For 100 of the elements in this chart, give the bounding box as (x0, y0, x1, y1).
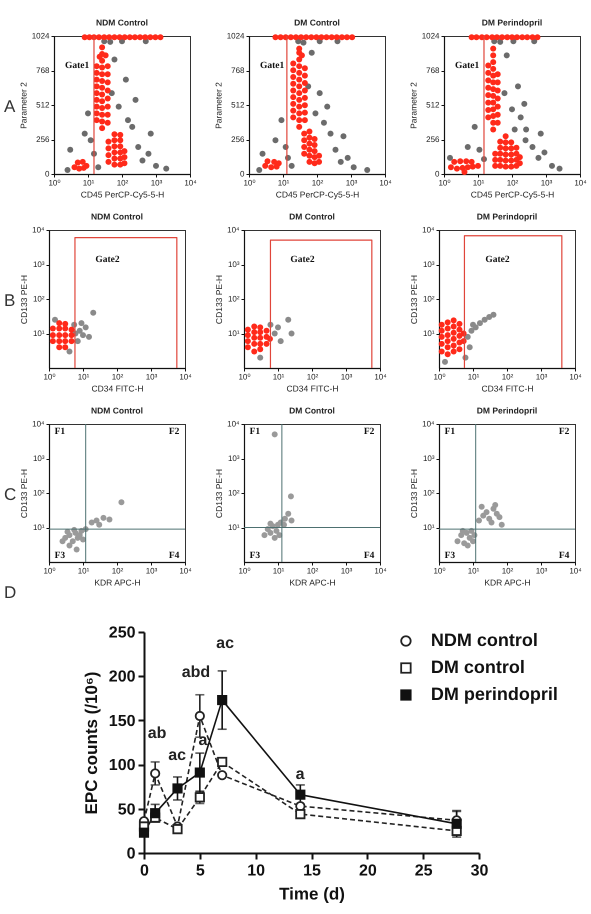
y-tick-label: 256 (426, 135, 440, 144)
annotation: Gate2 (95, 254, 120, 265)
x-axis-title: Time (d) (279, 884, 345, 904)
y-tick-label: 512 (231, 100, 246, 110)
annotation: ac (216, 635, 234, 652)
point (194, 710, 205, 722)
x-tick-label: 10⁴ (179, 566, 192, 576)
y-tick-label: 100 (108, 757, 136, 774)
y-axis-title: CD133 PE-H (409, 468, 420, 518)
y-tick-label: 10² (228, 488, 240, 498)
annotation: F1 (444, 426, 456, 437)
x-tick-label: 10⁴ (574, 178, 588, 188)
y-tick-label: 10⁴ (422, 420, 436, 428)
x-tick-label: 10³ (536, 566, 548, 576)
chart-title: DM Perindopril (476, 212, 538, 222)
y-tick-label: 10⁴ (227, 420, 240, 428)
y-tick-label: 10³ (228, 260, 240, 269)
x-tick-label: 10⁴ (569, 566, 582, 576)
x-tick-label: 10⁴ (569, 372, 582, 382)
y-tick-label: 50 (118, 801, 136, 818)
chart-title: DM Control (289, 212, 335, 222)
y-tick-label: 256 (36, 135, 50, 144)
x-tick-label: 10¹ (278, 178, 290, 188)
x-tick-label: 10⁰ (43, 372, 56, 382)
y-tick-label: 10¹ (422, 329, 435, 338)
y-tick-label: 0 (45, 170, 50, 178)
annotation: Gate1 (64, 60, 90, 71)
x-tick-label: 10² (502, 566, 514, 576)
x-tick-label: 10³ (536, 372, 548, 382)
annotation: Gate1 (454, 60, 480, 71)
annotation: abd (182, 664, 210, 681)
y-tick-label: 10¹ (422, 523, 435, 532)
x-axis-title: KDR APC-H (94, 578, 141, 588)
x-tick-label: 10² (502, 372, 514, 382)
annotation: Gate2 (485, 254, 510, 265)
text: B (4, 291, 16, 310)
y-tick-label: 0 (240, 170, 246, 178)
x-tick-label: 10¹ (468, 372, 480, 382)
y-tick-label: 10³ (32, 454, 45, 463)
x-tick-label: 10³ (540, 178, 553, 188)
chart-title: DM Perindopril (482, 18, 542, 28)
point (295, 809, 306, 820)
x-tick-label: 10³ (340, 566, 353, 576)
y-tick-label: 10⁴ (32, 226, 46, 234)
legend-label: DM control (430, 657, 525, 677)
y-axis-title: Parameter 2 (18, 82, 29, 129)
point (172, 824, 183, 834)
x-tick-label: 10¹ (472, 178, 485, 188)
point (452, 818, 462, 829)
x-tick-label: 5 (196, 862, 205, 880)
x-axis-title: CD45 PerCP-Cy5-5-H (276, 190, 360, 200)
x-tick-label: 10² (312, 178, 324, 188)
y-axis-title: CD133 PE-H (409, 274, 420, 324)
y-tick-label: 10² (32, 488, 45, 498)
y-tick-label: 10² (422, 488, 435, 498)
annotation: ab (148, 724, 167, 742)
y-tick-label: 10¹ (228, 329, 240, 338)
y-tick-label: 10¹ (32, 523, 45, 532)
chart-title: DM Perindopril (476, 406, 538, 416)
point (217, 694, 228, 706)
x-axis-title: KDR APC-H (289, 578, 336, 588)
x-tick-label: 10¹ (78, 566, 90, 576)
x-tick-label: 10¹ (82, 178, 95, 188)
x-tick-label: 10² (506, 178, 519, 188)
annotation: F4 (558, 551, 570, 562)
x-axis-title: CD45 PerCP-Cy5-5-H (470, 190, 554, 200)
x-tick-label: 10² (306, 566, 319, 576)
y-axis-title: Parameter 2 (408, 82, 419, 129)
y-tick-label: 150 (108, 712, 136, 730)
y-tick-label: 768 (231, 66, 246, 75)
y-tick-label: 512 (36, 100, 50, 110)
y-tick-label: 10³ (422, 454, 435, 463)
y-tick-label: 10² (422, 294, 435, 304)
x-tick-label: 10¹ (78, 372, 90, 382)
y-tick-label: 10¹ (32, 329, 45, 338)
y-tick-label: 0 (435, 170, 440, 178)
y-axis-title: CD133 PE-H (214, 274, 224, 324)
chart-title: NDM Control (91, 406, 143, 416)
point (138, 828, 150, 838)
point (217, 756, 228, 768)
annotation: F3 (444, 551, 456, 562)
x-tick-label: 10⁰ (43, 566, 56, 576)
y-tick-label: 10⁴ (422, 226, 436, 234)
x-tick-label: 10² (306, 372, 319, 382)
y-tick-label: 1024 (422, 32, 440, 40)
x-tick-label: 10³ (340, 372, 353, 382)
annotation: ac (168, 747, 186, 764)
annotation: F1 (54, 426, 66, 437)
x-tick-label: 10⁰ (438, 178, 451, 188)
chart-title: DM Control (289, 406, 335, 416)
y-tick-label: 0 (126, 846, 136, 862)
annotation: F3 (54, 551, 66, 562)
y-tick-label: 512 (426, 100, 440, 110)
y-tick-label: 1024 (32, 32, 50, 40)
x-axis-title: CD34 FITC-H (482, 384, 534, 394)
y-tick-label: 768 (36, 66, 50, 75)
y-tick-label: 10² (228, 294, 240, 304)
annotation: F2 (558, 426, 570, 437)
point (194, 767, 205, 778)
x-tick-label: 10⁰ (433, 372, 446, 382)
